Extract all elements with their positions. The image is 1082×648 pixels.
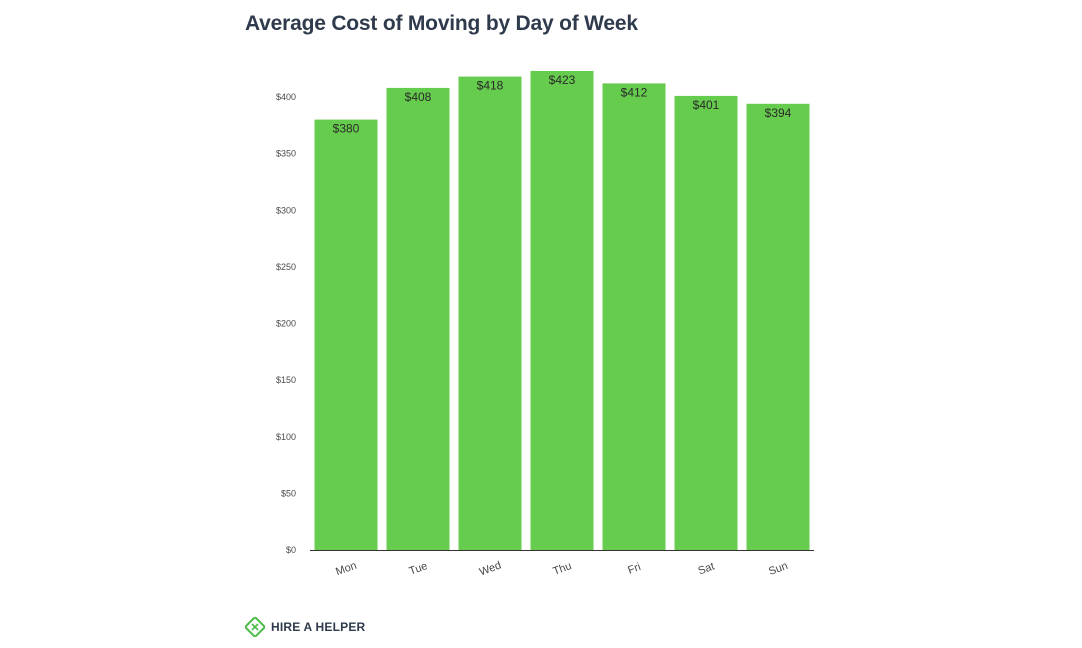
bars: [314, 71, 810, 551]
data-label: $380: [333, 122, 360, 136]
data-label: $423: [549, 73, 576, 87]
x-tick-label: Wed: [478, 559, 503, 578]
x-tick-label: Fri: [626, 561, 642, 577]
x-tick-label: Tue: [408, 560, 430, 578]
chart-title: Average Cost of Moving by Day of Week: [245, 12, 638, 35]
y-tick-label: $50: [281, 488, 296, 498]
bar-sat: [674, 95, 738, 551]
y-tick-label: $150: [276, 375, 296, 385]
data-labels: $380 $408 $418 $423 $412 $401 $394: [333, 73, 792, 136]
bar-tue: [386, 87, 450, 551]
data-label: $401: [693, 98, 720, 112]
y-tick-label: $200: [276, 319, 296, 329]
bar-mon: [314, 119, 378, 550]
y-tick-label: $400: [276, 92, 296, 102]
data-label: $412: [621, 85, 648, 99]
data-label: $418: [477, 79, 504, 93]
y-tick-label: $250: [276, 262, 296, 272]
bar-thu: [530, 71, 594, 550]
brand-name: HIRE A HELPER: [271, 620, 366, 634]
bar-sun: [746, 103, 810, 551]
hire-a-helper-logo-icon: [245, 617, 265, 637]
y-tick-label: $0: [286, 545, 296, 555]
brand-logo: HIRE A HELPER: [245, 617, 365, 637]
y-axis-ticks: $0 $50 $100 $150 $200 $250 $300 $350 $400: [276, 92, 296, 555]
x-axis-labels: Mon Tue Wed Thu Fri Sat Sun: [334, 559, 789, 578]
bar-fri: [602, 83, 666, 551]
bar-wed: [458, 76, 522, 550]
x-tick-label: Thu: [551, 560, 573, 578]
bar-chart: $0 $50 $100 $150 $200 $250 $300 $350 $400 $380 $4…: [276, 71, 814, 578]
y-tick-label: $300: [276, 205, 296, 215]
y-tick-label: $350: [276, 149, 296, 159]
data-label: $408: [405, 90, 432, 104]
x-tick-label: Sat: [697, 560, 717, 577]
data-label: $394: [765, 106, 792, 120]
y-tick-label: $100: [276, 432, 296, 442]
x-tick-label: Mon: [334, 560, 358, 579]
x-tick-label: Sun: [767, 560, 790, 578]
